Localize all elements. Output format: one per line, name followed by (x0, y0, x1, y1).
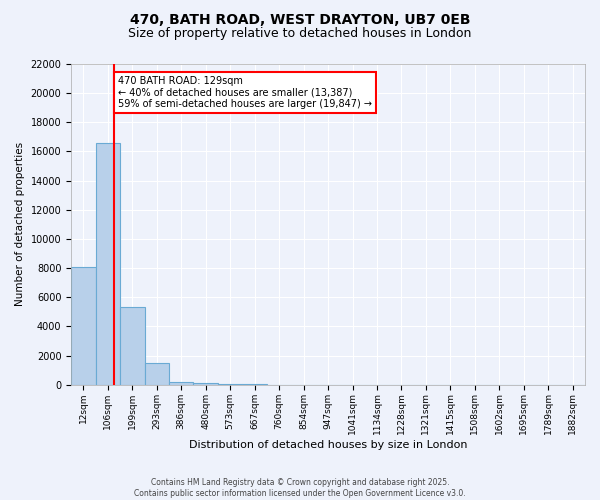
Bar (145, 363, 169, 384)
Bar (169, 382, 193, 384)
Text: 470, BATH ROAD, WEST DRAYTON, UB7 0EB: 470, BATH ROAD, WEST DRAYTON, UB7 0EB (130, 12, 470, 26)
X-axis label: Distribution of detached houses by size in London: Distribution of detached houses by size … (189, 440, 467, 450)
Text: Contains HM Land Registry data © Crown copyright and database right 2025.
Contai: Contains HM Land Registry data © Crown c… (134, 478, 466, 498)
Bar (71, 266, 95, 384)
Text: 470 BATH ROAD: 129sqm
← 40% of detached houses are smaller (13,387)
59% of semi-: 470 BATH ROAD: 129sqm ← 40% of detached … (118, 76, 373, 109)
Bar (120, 308, 145, 384)
Y-axis label: Number of detached properties: Number of detached properties (15, 142, 25, 306)
Bar (95, 142, 120, 384)
Text: Size of property relative to detached houses in London: Size of property relative to detached ho… (128, 28, 472, 40)
